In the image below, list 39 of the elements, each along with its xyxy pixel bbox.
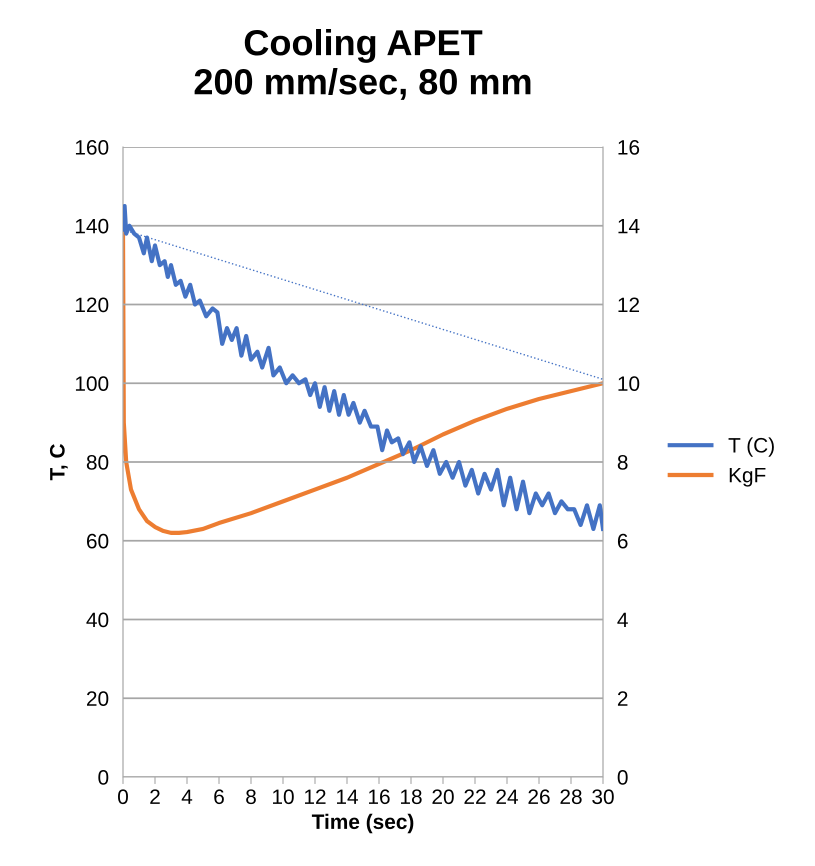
y-tick-label: 100 (76, 376, 108, 392)
x-tick-label: 28 (560, 789, 582, 804)
x-tick-label: 18 (401, 789, 422, 804)
x-tick-label: 24 (496, 789, 518, 804)
y-tick-label: 60 (87, 534, 108, 549)
y-tick-label: 140 (76, 218, 108, 234)
x-tick-label: 2 (150, 789, 160, 804)
x-tick-label: 6 (214, 789, 224, 804)
y-tick-label: 40 (86, 612, 108, 628)
x-tick-label: 20 (432, 789, 454, 804)
chart-title: Cooling APET 200 mm/sec, 80 mm (194, 29, 530, 100)
y2-tick-label: 2 (618, 691, 628, 706)
y2-tick-label: 4 (617, 612, 628, 628)
y-tick-label: 160 (76, 140, 108, 155)
y-axis-title: T, C (50, 444, 68, 480)
x-tick-label: 8 (246, 789, 256, 804)
x-tick-label: 10 (273, 789, 294, 804)
x-tick-label: 30 (592, 789, 614, 804)
legend-label: KgF (730, 468, 766, 487)
x-tick-label: 4 (182, 790, 192, 804)
y2-tick-label: 6 (618, 534, 628, 549)
y-tick-label: 20 (86, 691, 108, 706)
legend-label: T (C) (728, 437, 774, 457)
y2-tick-label: 8 (618, 455, 628, 470)
y2-tick-label: 14 (618, 218, 640, 234)
x-tick-label: 14 (337, 790, 358, 804)
x-tick-label: 0 (118, 789, 128, 804)
y2-tick-label: 0 (618, 770, 628, 785)
x-tick-label: 16 (369, 789, 390, 804)
x-tick-label: 22 (464, 789, 486, 804)
y-tick-label: 0 (98, 770, 108, 785)
y2-tick-label: 12 (618, 298, 640, 312)
x-tick-label: 12 (305, 789, 326, 804)
y2-tick-label: 10 (618, 376, 640, 392)
x-axis-title: Time (sec) (312, 814, 414, 834)
x-tick-label: 26 (528, 789, 550, 804)
y-tick-label: 80 (86, 455, 108, 470)
y2-tick-label: 16 (618, 140, 640, 155)
y-tick-label: 120 (76, 298, 108, 312)
